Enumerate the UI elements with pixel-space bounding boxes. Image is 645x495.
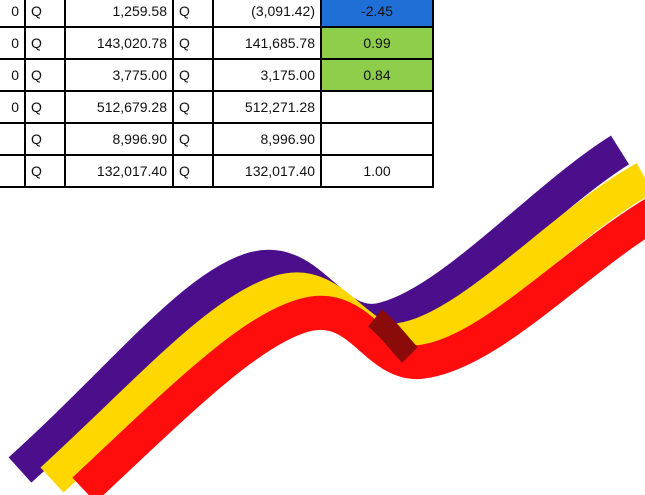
- cell-left: [0, 154, 26, 188]
- cell-left: [0, 122, 26, 156]
- cell-q1: Q: [24, 154, 66, 188]
- cell-q2: Q: [172, 154, 214, 188]
- cell-ratio: -2.45: [320, 0, 434, 28]
- cell-q2: Q: [172, 58, 214, 92]
- cell-a: 143,020.78: [64, 26, 174, 60]
- cell-ratio: 0.99: [320, 26, 434, 60]
- table-row: 0 Q 1,259.58 Q (3,091.42) -2.45: [0, 0, 434, 28]
- cell-left: 0: [0, 90, 26, 124]
- cell-a: 132,017.40: [64, 154, 174, 188]
- cell-left: 0: [0, 0, 26, 28]
- cell-b: 512,271.28: [212, 90, 322, 124]
- table-row: Q 132,017.40 Q 132,017.40 1.00: [0, 154, 434, 188]
- cell-b: (3,091.42): [212, 0, 322, 28]
- cell-b: 8,996.90: [212, 122, 322, 156]
- ribbon-red: [72, 199, 645, 495]
- cell-b: 3,175.00: [212, 58, 322, 92]
- cell-q1: Q: [24, 122, 66, 156]
- ribbon-twist: [367, 309, 418, 363]
- cell-a: 3,775.00: [64, 58, 174, 92]
- cell-b: 132,017.40: [212, 154, 322, 188]
- table-row: Q 8,996.90 Q 8,996.90: [0, 122, 434, 156]
- cell-q2: Q: [172, 0, 214, 28]
- cell-q1: Q: [24, 58, 66, 92]
- cell-q2: Q: [172, 122, 214, 156]
- cell-q1: Q: [24, 0, 66, 28]
- cell-q2: Q: [172, 90, 214, 124]
- cell-ratio: 1.00: [320, 154, 434, 188]
- cell-b: 141,685.78: [212, 26, 322, 60]
- cell-left: 0: [0, 58, 26, 92]
- cell-ratio: 0.84: [320, 58, 434, 92]
- cell-a: 512,679.28: [64, 90, 174, 124]
- cell-q1: Q: [24, 26, 66, 60]
- table-row: 0 Q 143,020.78 Q 141,685.78 0.99: [0, 26, 434, 60]
- cell-a: 1,259.58: [64, 0, 174, 28]
- cell-a: 8,996.90: [64, 122, 174, 156]
- table-row: 0 Q 512,679.28 Q 512,271.28: [0, 90, 434, 124]
- cell-ratio: [320, 122, 434, 156]
- cell-q1: Q: [24, 90, 66, 124]
- cell-q2: Q: [172, 26, 214, 60]
- cell-left: 0: [0, 26, 26, 60]
- data-table: 0 Q 1,259.58 Q (3,091.42) -2.45 0 Q 143,020.78 Q 1…: [0, 0, 434, 188]
- table-body: 0 Q 1,259.58 Q (3,091.42) -2.45 0 Q 143,020.78 Q 1…: [0, 0, 434, 188]
- cell-ratio: [320, 90, 434, 124]
- table-row: 0 Q 3,775.00 Q 3,175.00 0.84: [0, 58, 434, 92]
